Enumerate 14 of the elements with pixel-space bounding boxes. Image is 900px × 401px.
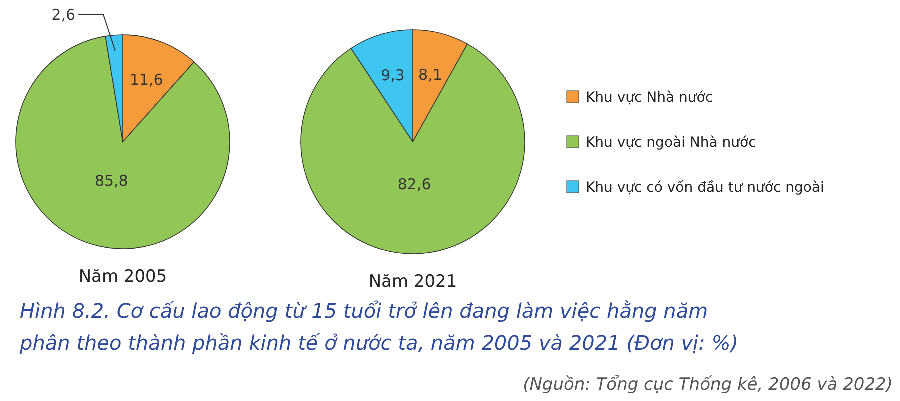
- legend-label: Khu vực có vốn đầu tư nước ngoài: [586, 180, 824, 196]
- data-label: 9,3: [381, 66, 405, 85]
- legend-label: Khu vực ngoài Nhà nước: [586, 135, 756, 151]
- text: Hình 8.2. Cơ cấu lao động từ 15 tuổi trở lên đang làm việc hằng năm phân theo thành phần kinh tế ở nước ta, năm 2005 và 2021 (Đơn vị: %): [19, 299, 739, 355]
- legend-label: Khu vực Nhà nước: [586, 90, 714, 106]
- data-label: 2,6: [52, 6, 76, 24]
- pie-slice: [16, 36, 230, 250]
- text: Năm 2021: [368, 272, 458, 292]
- data-label: 85,8: [94, 172, 128, 190]
- data-label: 82,6: [398, 176, 432, 194]
- text: Năm 2005: [78, 267, 168, 287]
- text: (Nguồn: Tổng cục Thống kê, 2006 và 2022): [523, 375, 893, 395]
- data-label: 8,1: [418, 66, 442, 84]
- data-label: 11,6: [130, 71, 164, 90]
